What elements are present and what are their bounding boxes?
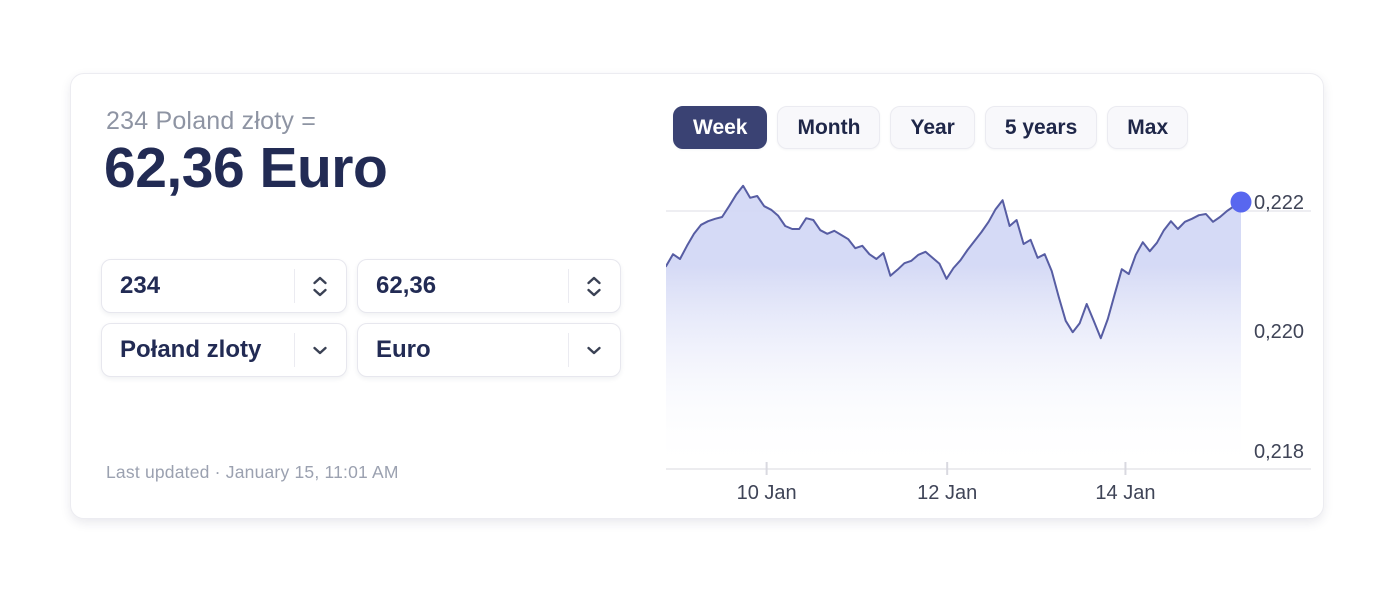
chevron-up-icon[interactable] bbox=[312, 276, 328, 285]
currency-from-select[interactable]: Połand zloty bbox=[101, 323, 347, 377]
tab-month[interactable]: Month bbox=[777, 106, 881, 149]
chevron-down-icon bbox=[586, 346, 602, 355]
x-axis-label: 12 Jan bbox=[917, 482, 977, 504]
conversion-result-text: 62,36 Euro bbox=[104, 136, 388, 200]
amount-from-input[interactable] bbox=[102, 260, 294, 312]
range-tabs: Week Month Year 5 years Max bbox=[673, 106, 1189, 149]
last-updated-text: Last updated · January 15, 11:01 AM bbox=[106, 462, 399, 482]
currency-from-value: Połand zloty bbox=[120, 336, 262, 363]
tab-max[interactable]: Max bbox=[1107, 106, 1189, 149]
currency-to-dropdown-toggle[interactable] bbox=[568, 324, 620, 376]
amount-to-field bbox=[357, 259, 621, 313]
amount-from-stepper[interactable] bbox=[294, 260, 346, 312]
amount-from-field bbox=[101, 259, 347, 313]
conversion-source-text: 234 Poland złoty = bbox=[106, 107, 316, 135]
last-price-label: 0,222 bbox=[1254, 192, 1304, 214]
converter-card: 234 Poland złoty = 62,36 Euro Połand zlo… bbox=[70, 73, 1324, 519]
rate-chart[interactable]: 10 Jan 12 Jan 14 Jan 0,220 0,218 0,222 bbox=[666, 171, 1321, 511]
amount-to-stepper[interactable] bbox=[568, 260, 620, 312]
x-axis-label: 10 Jan bbox=[737, 482, 797, 504]
last-price-dot bbox=[1230, 191, 1252, 213]
amount-to-input[interactable] bbox=[358, 260, 568, 312]
x-axis-label: 14 Jan bbox=[1095, 482, 1155, 504]
price-line bbox=[666, 184, 1242, 340]
currency-from-dropdown-toggle[interactable] bbox=[294, 324, 346, 376]
area-fill bbox=[666, 185, 1241, 470]
tab-5-years[interactable]: 5 years bbox=[984, 106, 1098, 149]
chevron-down-icon[interactable] bbox=[312, 288, 328, 297]
chevron-up-icon[interactable] bbox=[586, 276, 602, 285]
rate-chart-canvas[interactable]: 10 Jan 12 Jan 14 Jan 0,220 0,218 0,222 bbox=[666, 171, 1321, 511]
y-axis-label: 0,220 bbox=[1254, 321, 1304, 343]
currency-to-select[interactable]: Euro bbox=[357, 323, 621, 377]
tab-week[interactable]: Week bbox=[673, 106, 768, 149]
tab-year[interactable]: Year bbox=[890, 106, 975, 149]
chevron-down-icon[interactable] bbox=[586, 288, 602, 297]
currency-to-value: Euro bbox=[376, 336, 431, 363]
chevron-down-icon bbox=[312, 346, 328, 355]
y-axis-label: 0,218 bbox=[1254, 441, 1304, 463]
